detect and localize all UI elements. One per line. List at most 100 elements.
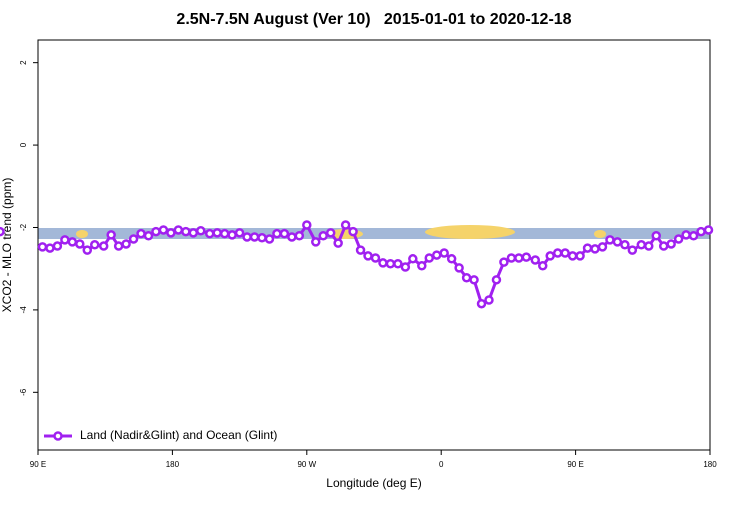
data-point xyxy=(234,228,245,238)
data-point xyxy=(151,226,161,237)
data-point xyxy=(279,228,290,239)
data-point xyxy=(355,245,366,255)
data-point xyxy=(67,237,78,247)
data-point xyxy=(431,250,442,260)
land-patch xyxy=(425,225,515,239)
data-point xyxy=(696,226,706,237)
y-tick-label: 2 xyxy=(19,60,28,65)
x-tick-label: 180 xyxy=(703,460,717,469)
data-point xyxy=(311,237,321,247)
data-point xyxy=(636,240,647,250)
data-point xyxy=(89,240,100,250)
data-point xyxy=(424,253,435,263)
data-point xyxy=(688,230,699,241)
y-tick-label: -6 xyxy=(19,388,28,396)
x-tick-label: 0 xyxy=(439,460,444,469)
data-point xyxy=(537,261,548,271)
data-point xyxy=(567,251,578,261)
data-point xyxy=(37,242,48,252)
data-point xyxy=(582,243,593,253)
data-point xyxy=(340,220,351,230)
data-point xyxy=(257,233,267,243)
data-point xyxy=(439,248,449,258)
data-point xyxy=(348,226,358,237)
legend-marker xyxy=(53,431,63,441)
data-point xyxy=(378,258,388,268)
y-tick-label: -4 xyxy=(19,306,28,314)
data-point xyxy=(227,230,237,240)
y-tick-label: -2 xyxy=(19,223,28,231)
data-point xyxy=(45,243,55,253)
data-point xyxy=(393,258,403,269)
data-point xyxy=(173,225,184,235)
data-point xyxy=(212,228,222,238)
data-point xyxy=(491,275,502,285)
data-point xyxy=(605,235,615,245)
data-point xyxy=(499,257,509,267)
data-point xyxy=(333,238,343,248)
data-point xyxy=(620,240,630,250)
data-point xyxy=(219,228,230,239)
data-point xyxy=(249,232,260,242)
data-point xyxy=(166,228,176,238)
data-point xyxy=(703,225,714,235)
data-point xyxy=(158,225,169,235)
map-strip xyxy=(38,228,710,239)
data-point xyxy=(242,232,252,242)
data-point xyxy=(666,239,676,249)
data-point xyxy=(370,253,381,263)
data-point xyxy=(514,253,524,263)
data-point xyxy=(0,226,5,237)
plot-frame xyxy=(37,39,711,451)
data-point xyxy=(484,295,494,305)
y-tick-label: 0 xyxy=(19,142,28,147)
x-tick-label: 90 E xyxy=(30,460,46,469)
data-point xyxy=(530,255,541,265)
x-tick-label: 180 xyxy=(166,460,180,469)
chart-title: 2.5N-7.5N August (Ver 10) 2015-01-01 to … xyxy=(176,11,571,28)
data-point xyxy=(363,251,373,261)
data-point xyxy=(82,245,93,255)
data-point xyxy=(400,262,411,272)
data-point xyxy=(590,244,600,254)
data-point xyxy=(545,251,555,261)
data-point xyxy=(113,241,124,251)
x-tick-label: 90 E xyxy=(567,460,583,469)
data-point xyxy=(446,254,457,264)
data-point xyxy=(264,234,275,244)
x-tick-label: 90 W xyxy=(297,460,316,469)
x-axis-label: Longitude (deg E) xyxy=(326,476,421,490)
data-point xyxy=(552,248,563,258)
data-point xyxy=(143,230,154,241)
data-point xyxy=(204,228,215,239)
data-point xyxy=(106,230,116,240)
data-point xyxy=(196,226,206,236)
data-point xyxy=(575,251,585,261)
data-point xyxy=(658,241,669,251)
data-point xyxy=(121,239,131,249)
data-point xyxy=(597,242,608,252)
data-point xyxy=(560,248,570,258)
data-point xyxy=(287,232,297,242)
data-point xyxy=(325,228,336,238)
data-point xyxy=(627,245,638,255)
data-point xyxy=(272,228,282,239)
data-point xyxy=(521,252,532,262)
land-patch xyxy=(76,230,88,238)
data-point xyxy=(681,230,691,240)
data-point xyxy=(454,263,464,273)
data-point xyxy=(181,226,191,237)
data-point xyxy=(302,220,312,230)
data-point xyxy=(75,239,85,249)
data-point xyxy=(60,235,70,245)
data-point xyxy=(469,275,479,285)
data-point xyxy=(651,230,661,241)
data-point xyxy=(408,254,418,264)
data-point xyxy=(673,234,684,244)
data-point xyxy=(318,230,328,241)
data-point xyxy=(612,237,623,247)
y-axis-label: XCO2 - MLO trend (ppm) xyxy=(0,178,14,313)
data-point xyxy=(136,228,146,239)
data-point xyxy=(476,298,487,309)
